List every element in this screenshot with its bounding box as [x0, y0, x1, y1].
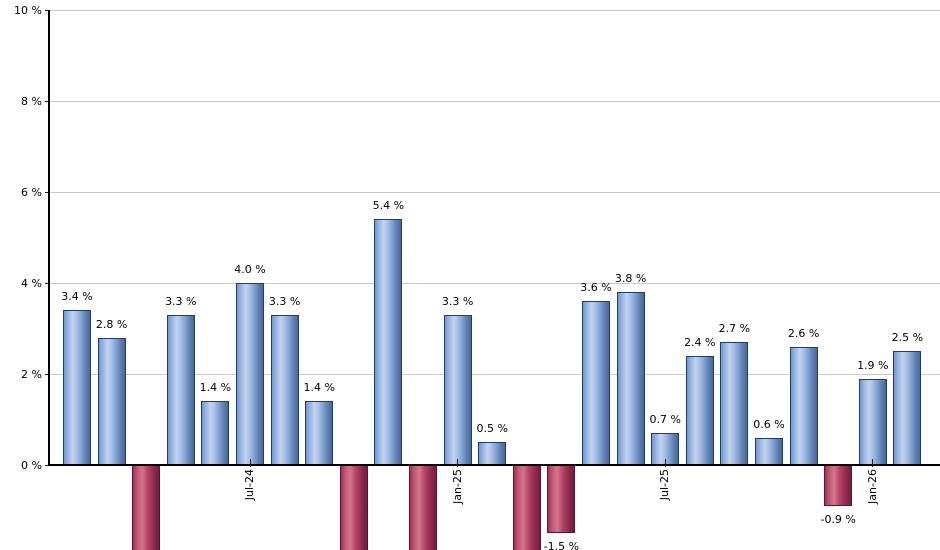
bar — [305, 401, 334, 465]
bar-value-label: -1.5 % — [543, 540, 580, 550]
bar — [789, 346, 818, 465]
bar-value-label: 3.3 % — [441, 294, 474, 308]
bar-value-label: 3.3 % — [165, 294, 197, 308]
x-axis-tick — [872, 459, 874, 467]
bar-value-label: 0.7 % — [649, 413, 681, 427]
bar-value-label: 3.6 % — [580, 281, 612, 295]
bar — [132, 465, 161, 550]
y-axis-tick — [45, 191, 50, 193]
bar-value-label: 2.4 % — [684, 335, 716, 349]
bar — [685, 355, 714, 465]
y-axis-tick — [45, 100, 50, 102]
y-axis-tick-label: 2 % — [21, 367, 42, 381]
y-axis-line — [48, 10, 50, 466]
bar-value-label: 3.4 % — [61, 290, 93, 304]
bar — [893, 351, 922, 465]
bar-value-label: 5.4 % — [372, 199, 405, 213]
y-axis-tick — [45, 464, 50, 466]
gridline — [50, 100, 940, 102]
bar — [547, 465, 576, 534]
y-axis-tick — [45, 282, 50, 284]
bar-value-label: 3.3 % — [268, 294, 301, 308]
bar — [166, 314, 195, 465]
bar — [858, 378, 887, 465]
bar-value-label: 2.7 % — [718, 322, 751, 336]
y-axis-tick-label: 4 % — [21, 276, 42, 290]
bar-value-label: 4.0 % — [234, 263, 266, 276]
bar — [478, 442, 507, 465]
y-axis-tick-label: 6 % — [21, 185, 42, 199]
bar — [824, 465, 853, 506]
x-axis-tick — [664, 459, 666, 467]
bar — [374, 219, 403, 465]
bar-value-label: 2.6 % — [787, 326, 820, 340]
bar-value-label: 3.8 % — [614, 272, 647, 286]
bar — [201, 401, 230, 465]
bar-value-label: -0.9 % — [820, 512, 856, 526]
bar — [339, 465, 368, 550]
bar — [616, 292, 645, 465]
bar — [512, 465, 541, 550]
x-axis-line — [48, 464, 940, 466]
bar — [63, 310, 91, 465]
bar — [236, 283, 264, 465]
x-axis-tick — [457, 459, 459, 467]
y-axis-tick — [45, 9, 50, 11]
x-axis-tick-label: Jul-25 — [658, 469, 672, 501]
bar-value-label: 2.8 % — [95, 317, 128, 331]
bar — [409, 465, 437, 550]
y-axis-tick-label: 0 % — [21, 458, 42, 472]
gridline — [50, 191, 940, 193]
bar-value-label: 1.4 % — [303, 381, 335, 395]
bar — [270, 314, 299, 465]
bar — [720, 342, 749, 465]
bar-value-label: 1.9 % — [857, 358, 889, 372]
bar-value-label: 0.5 % — [476, 422, 508, 436]
bar — [755, 437, 783, 465]
y-axis-tick-label: 8 % — [21, 94, 42, 108]
x-axis-tick — [249, 459, 251, 467]
gridline — [50, 282, 940, 284]
y-axis-tick — [45, 373, 50, 375]
bar-value-label: 0.6 % — [753, 417, 785, 431]
x-axis-tick-label: Jan-25 — [450, 469, 464, 504]
x-axis-tick-label: Jan-26 — [865, 469, 879, 504]
bar — [443, 314, 472, 465]
bar — [97, 337, 126, 465]
bar-value-label: 2.5 % — [891, 331, 924, 345]
gridline — [50, 373, 940, 375]
gridline — [50, 9, 940, 11]
x-axis-tick-label: Jul-24 — [243, 469, 256, 501]
bar — [582, 301, 610, 465]
bar-value-label: 1.4 % — [199, 381, 232, 395]
y-axis-tick-label: 10 % — [14, 3, 42, 17]
